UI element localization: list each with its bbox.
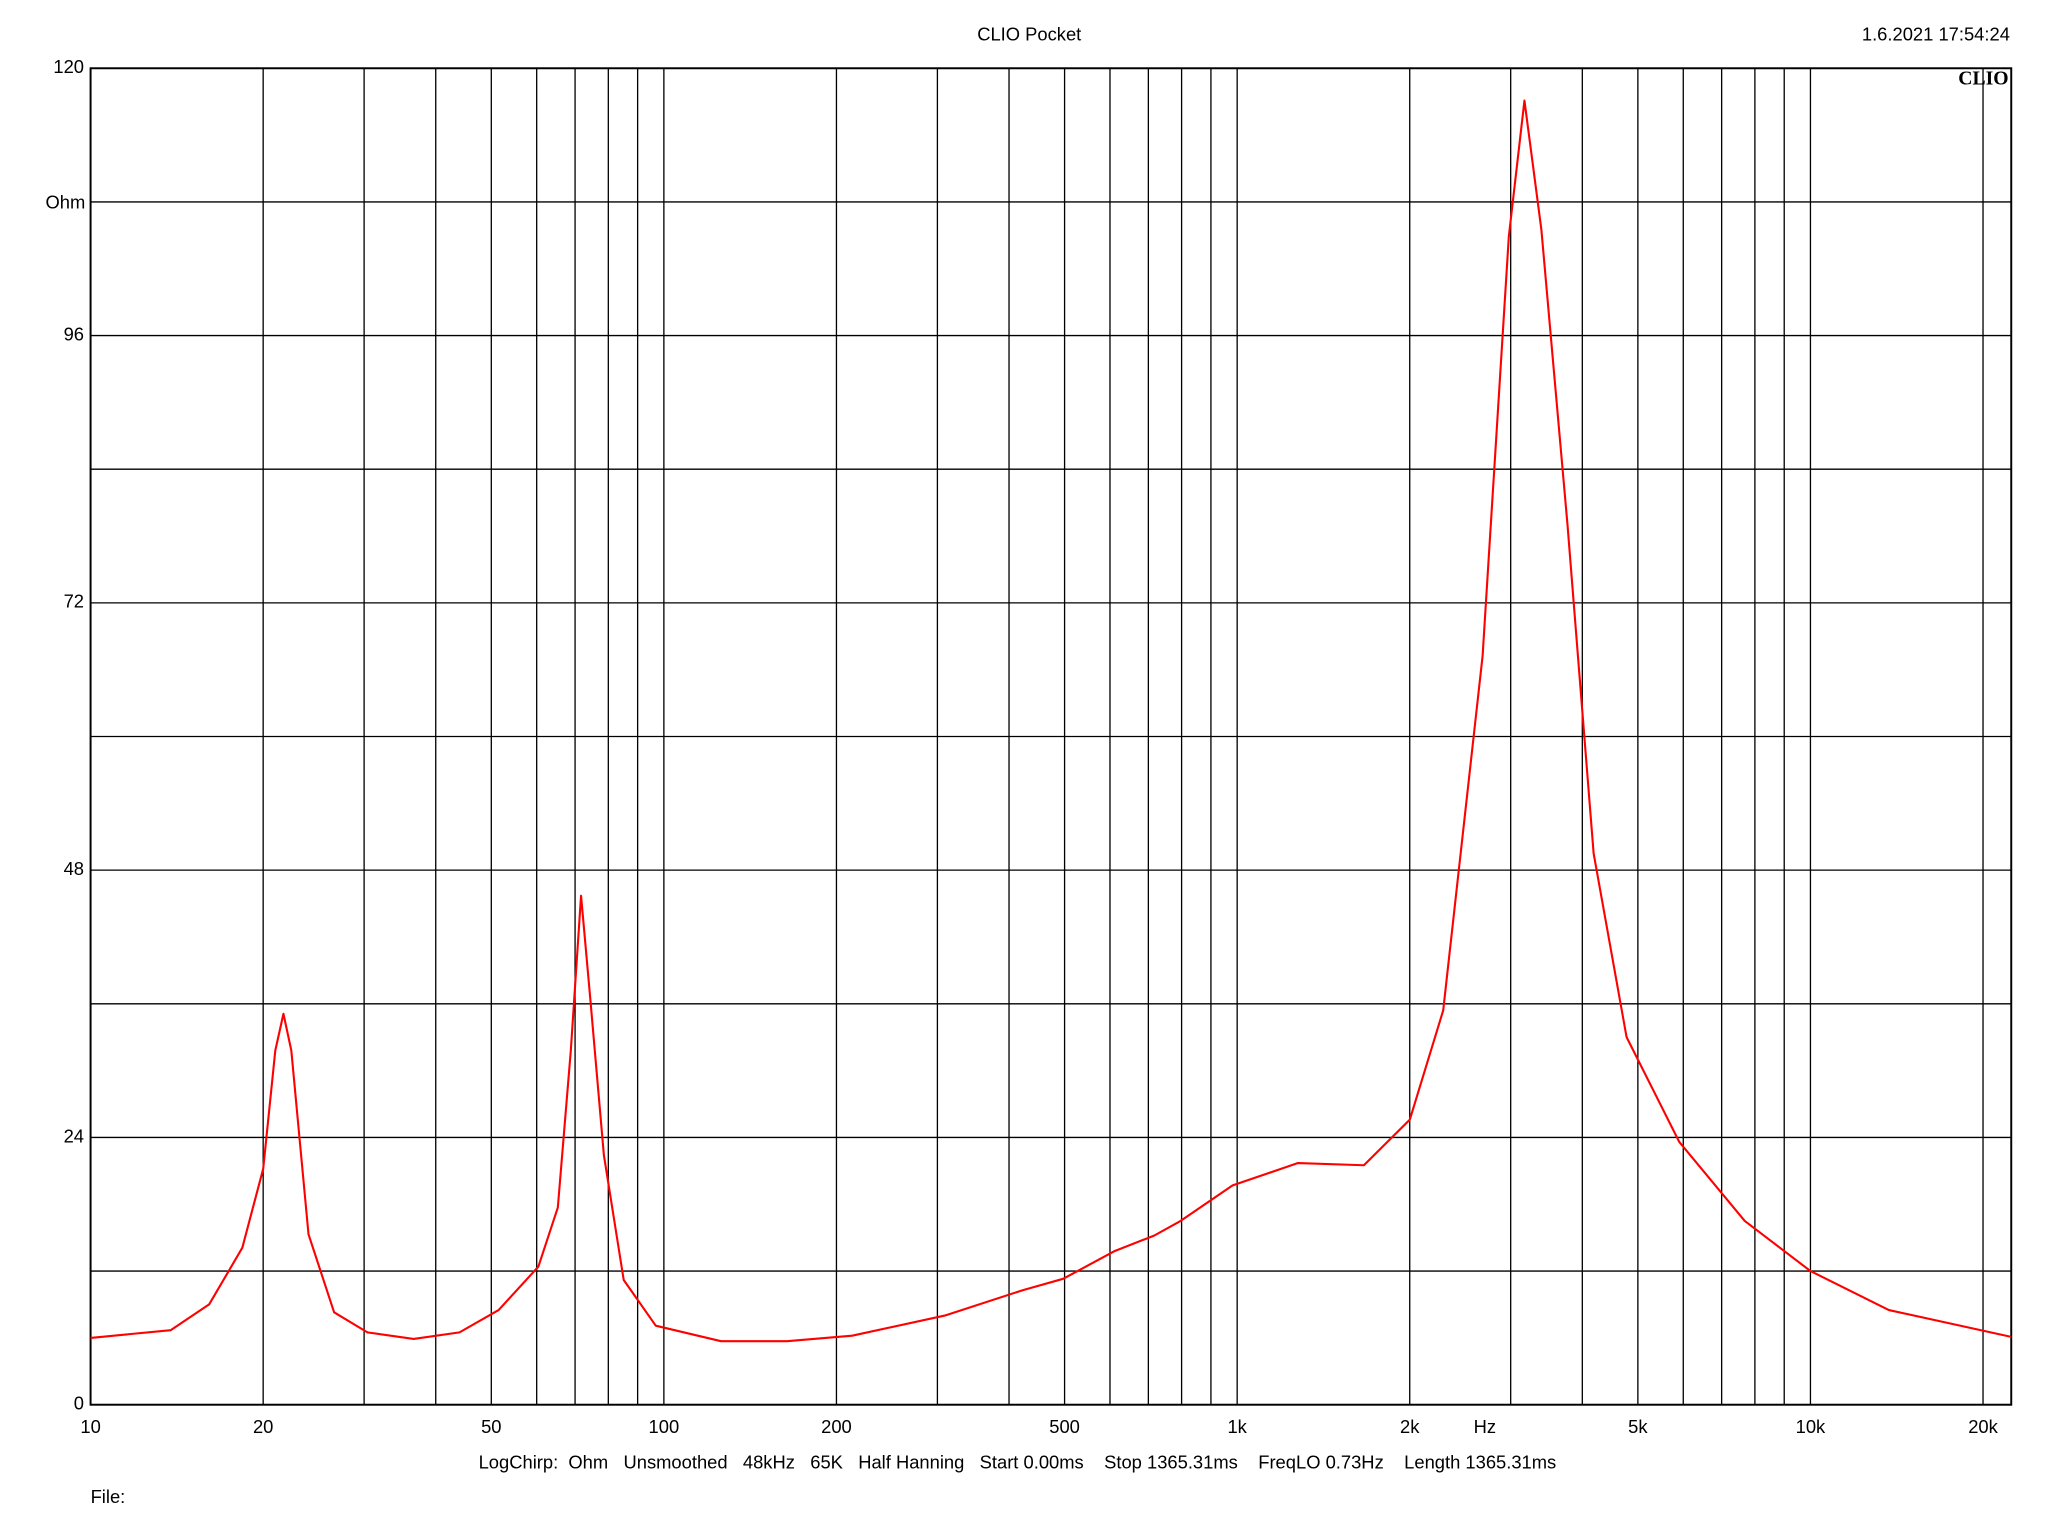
x-tick-label: 10k [1796,1416,1826,1437]
y-tick-label: 48 [64,858,84,879]
y-tick-label: 0 [74,1393,84,1414]
settings: LogChirp: Ohm Unsmoothed 48kHz 65K Half … [479,1452,1557,1473]
x-tick-label: 200 [821,1416,852,1437]
y-tick-label: 24 [64,1125,84,1146]
x-tick-label: 1k [1227,1416,1247,1437]
x-tick-label: 500 [1049,1416,1080,1437]
x-tick-label: 5k [1628,1416,1648,1437]
impedance-line [90,99,2012,1343]
y-tick-label: 96 [64,323,84,344]
x-tick-label: 100 [649,1416,680,1437]
y-axis-label: Ohm [46,191,86,212]
x-tick-label: 2k [1400,1416,1420,1437]
x-tick-label: 10 [80,1416,100,1437]
file-label: File: [91,1486,126,1507]
y-tick-label: 120 [53,56,84,77]
y-tick-label: 72 [64,591,84,612]
plot-frame [89,67,2013,1406]
timestamp: 1.6.2021 17:54:24 [1862,23,2010,44]
x-axis-label: Hz [1474,1416,1496,1437]
x-tick-label: 50 [481,1416,501,1437]
x-tick-label: 20 [253,1416,273,1437]
chart-title: CLIO Pocket [977,23,1081,44]
x-tick-label: 20k [1968,1416,1998,1437]
